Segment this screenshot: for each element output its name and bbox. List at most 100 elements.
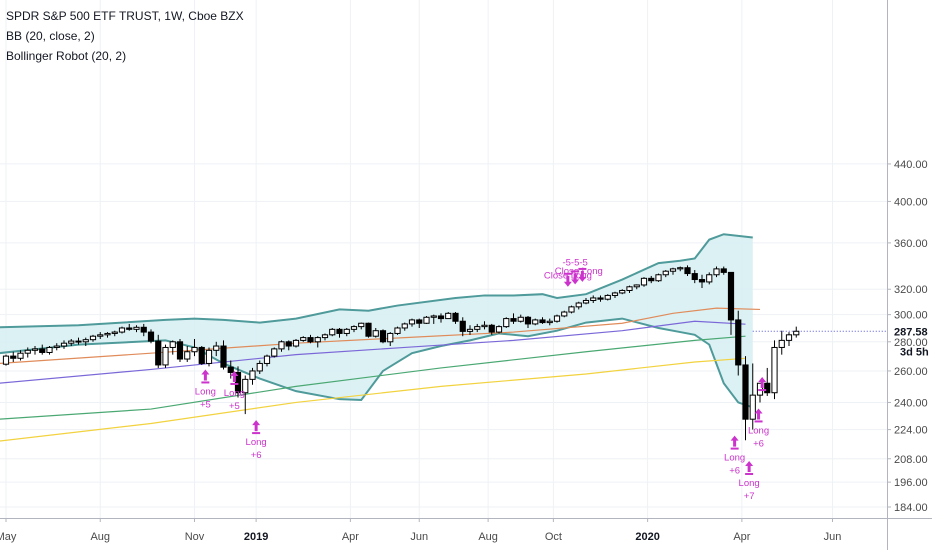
y-tick-label: 240.00 [894,397,928,409]
y-tick-label: 440.00 [894,159,928,171]
candle-body [416,319,423,324]
candle-body [300,337,307,341]
signal-arrow-icon [745,460,754,472]
candle-body [619,289,626,294]
candle-body [343,328,350,334]
close-arrow-base [563,272,572,275]
x-tick-label: Aug [90,531,110,543]
candle-body [184,351,191,360]
signal-arrow-icon [252,420,261,432]
candle-body [31,348,39,351]
close-arrow-icon [563,275,572,287]
signal-arrow-base [230,382,239,385]
candle-body [140,326,147,333]
signal-arrow-base [730,447,739,450]
y-tick-label: 184.00 [894,502,928,514]
signal-label: +6 [251,450,262,461]
candle-body [524,316,532,325]
candle-body [713,268,720,276]
candle-body [720,268,727,273]
y-tick-label: 224.00 [894,425,928,437]
candle-body [742,364,749,420]
candle-body [198,346,205,364]
candle-body [60,342,68,347]
candle-body [2,355,10,365]
candle-body [53,345,60,348]
candle-body [155,340,162,366]
signal-label: Long [724,453,745,464]
candle-body [691,273,698,281]
candle-body [220,345,227,368]
signal-arrow-icon [730,435,739,447]
candle-body [118,327,126,333]
signal-arrow-icon [201,369,210,381]
candle-body [213,345,220,351]
candle-body [97,334,104,337]
candle-body [481,324,488,328]
candle-body [169,341,176,348]
candle-body [445,312,452,320]
candle-body [517,316,524,322]
candle-body [227,366,234,373]
candle-body [648,277,655,282]
signal-label: +5 [200,399,211,410]
candle-body [336,328,343,334]
candle-body [307,337,314,343]
y-tick-label: 280.00 [894,337,928,349]
candle-body [133,326,140,330]
candle-body [597,297,604,300]
x-tick-label: 2020 [635,531,659,543]
candle-body [640,277,648,286]
moving-average-line-2 [0,320,746,384]
countdown-label: 3d 5h [900,346,929,358]
signal-arrow-icon [230,370,239,382]
signal-arrow-icon [754,408,763,420]
candle-body [10,355,17,359]
y-tick-label: 260.00 [894,366,928,378]
chart-title: SPDR S&P 500 ETF TRUST, 1W, Cboe BZX [6,9,244,23]
candle-body [111,331,118,334]
candle-body [590,297,597,301]
signal-arrow-base [201,381,210,384]
candle-body [546,320,553,324]
bollinger-bands [0,233,754,409]
bollinger-upper-line [0,233,753,329]
signal-arrow-base [745,472,754,475]
candle-body [778,339,785,348]
signal-arrow-base [758,389,767,392]
candle-body [17,352,24,359]
grid [0,0,887,518]
candle-body [126,327,133,330]
y-tick-label: 208.00 [894,454,928,466]
moving-average-line-3 [0,335,746,420]
x-tick-label: Jun [824,531,842,543]
candle-body [568,306,575,313]
x-tick-label: Aug [478,531,498,543]
candle-body [89,335,97,341]
candle-body [46,346,53,353]
x-tick-label: Apr [733,531,750,543]
candle-body [626,286,633,291]
candle-body [785,334,793,341]
y-tick-label: 300.00 [894,310,928,322]
candle-body [321,334,329,339]
close-arrow-base [571,270,580,273]
candle-body [408,319,416,325]
bollinger-fill [0,234,753,408]
candle-body [162,346,169,366]
signal-arrow-base [252,432,261,435]
y-tick-label: 196.00 [894,477,928,489]
signal-label: +7 [744,491,755,502]
candle-body [387,332,394,343]
candle-body [263,355,271,364]
candle-body [176,341,184,360]
candle-body [771,346,778,394]
x-tick-label: May [0,531,17,543]
signal-label: +6 [729,466,740,477]
close-arrow-base [578,267,587,270]
candle-body [329,328,336,336]
candle-body [793,330,800,336]
candle-body [372,330,379,337]
